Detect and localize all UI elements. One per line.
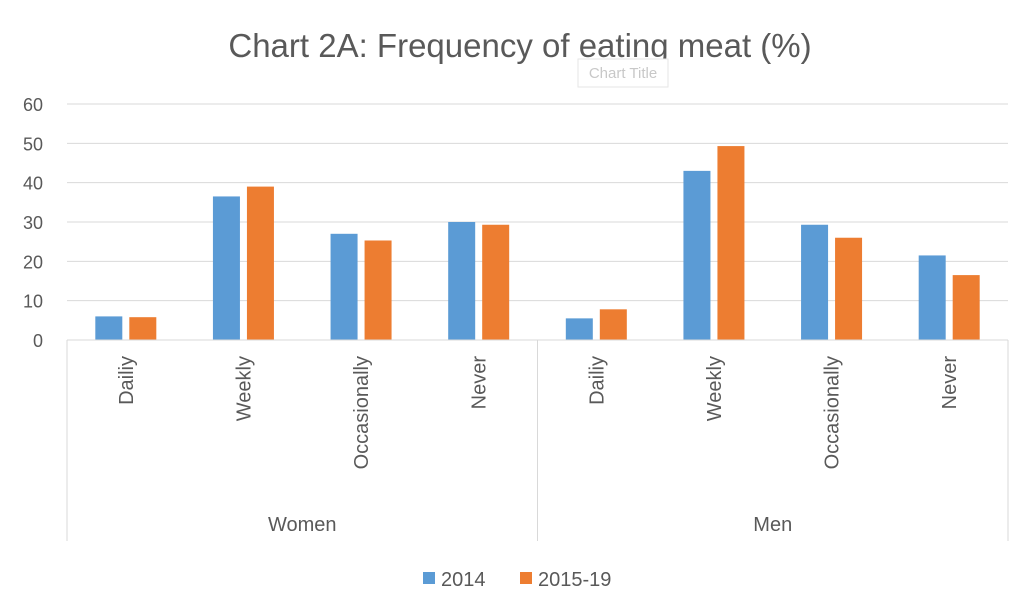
y-tick-label: 60 <box>23 95 43 115</box>
bar-men-never-2014 <box>918 255 946 340</box>
legend-swatch <box>520 572 532 584</box>
x-category-label: Never <box>469 356 491 410</box>
x-category-label: Never <box>939 356 961 410</box>
x-group-label: Men <box>753 514 792 536</box>
x-axis: Dailiy Weekly Occasionally Never Women Dailiy… <box>66 339 1009 541</box>
y-tick-label: 50 <box>23 134 43 154</box>
bar-women-weekly-2015-19 <box>246 186 274 340</box>
x-category-label: Dailiy <box>116 356 138 405</box>
bars <box>95 146 980 340</box>
bar-men-never-2015-19 <box>952 275 980 340</box>
y-tick-label: 0 <box>33 331 43 351</box>
x-category-label: Weekly <box>704 356 726 421</box>
bar-women-occasionally-2015-19 <box>364 240 392 340</box>
bar-men-dailiy-2014 <box>565 318 593 340</box>
y-tick-label: 30 <box>23 213 43 233</box>
bar-men-dailiy-2015-19 <box>599 309 627 340</box>
legend-swatch <box>423 572 435 584</box>
bar-men-weekly-2014 <box>683 170 711 340</box>
bar-women-weekly-2014 <box>212 196 240 340</box>
legend-label: 2014 <box>441 569 486 591</box>
bar-women-dailiy-2014 <box>95 316 123 340</box>
bar-women-occasionally-2014 <box>330 233 358 340</box>
x-group-label: Women <box>268 514 337 536</box>
gridlines <box>67 103 1008 302</box>
chart-title-placeholder: Chart Title <box>589 65 657 82</box>
y-tick-label: 20 <box>23 252 43 272</box>
x-category-label: Occasionally <box>351 356 373 469</box>
x-category-label: Occasionally <box>822 356 844 469</box>
bar-women-never-2014 <box>448 222 476 340</box>
y-axis-ticks: 0 10 20 30 40 50 60 <box>23 95 43 351</box>
bar-men-occasionally-2014 <box>801 224 829 340</box>
bar-women-dailiy-2015-19 <box>129 317 157 340</box>
x-category-label: Weekly <box>233 356 255 421</box>
bar-women-never-2015-19 <box>482 224 510 340</box>
bar-men-weekly-2015-19 <box>717 146 745 340</box>
chart-title: Chart 2A: Frequency of eating meat (%) <box>228 27 811 64</box>
bar-men-occasionally-2015-19 <box>835 237 863 340</box>
x-category-label: Dailiy <box>586 356 608 405</box>
chart-title-placeholder-box <box>577 58 669 88</box>
y-tick-label: 40 <box>23 174 43 194</box>
legend-label: 2015-19 <box>538 569 611 591</box>
legend: 2014 2015-19 <box>423 569 611 591</box>
y-tick-label: 10 <box>23 292 43 312</box>
